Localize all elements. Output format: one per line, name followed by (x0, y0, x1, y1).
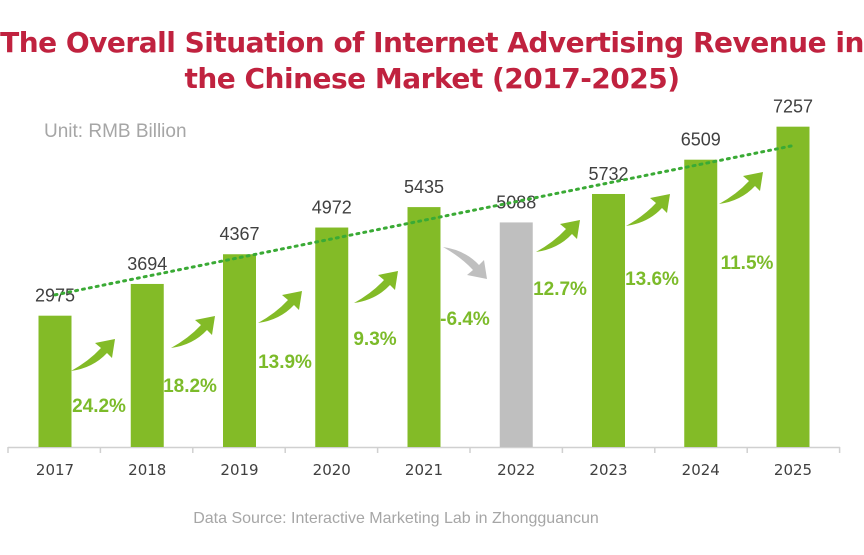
value-label: 5435 (404, 177, 444, 197)
bar-2020 (315, 227, 349, 447)
growth-label: 13.6% (625, 269, 679, 290)
bar-2021 (407, 207, 441, 447)
decrease-arrow-icon (443, 247, 487, 279)
growth-label: -6.4% (440, 309, 490, 330)
bar-2023 (592, 193, 625, 447)
data-source: Data Source: Interactive Marketing Lab i… (193, 510, 599, 527)
x-tick-label: 2018 (128, 461, 166, 479)
value-label: 6509 (681, 130, 721, 150)
growth-label: 9.3% (353, 329, 396, 350)
growth-label: 24.2% (72, 396, 126, 417)
increase-arrow-icon (71, 339, 115, 371)
bar-2024 (684, 159, 718, 447)
growth-label: 12.7% (533, 279, 587, 300)
growth-label: 18.2% (163, 376, 217, 397)
increase-arrow-icon (258, 291, 302, 323)
x-tick-label: 2024 (682, 461, 720, 479)
x-tick-label: 2022 (497, 461, 535, 479)
unit-label: Unit: RMB Billion (44, 121, 187, 142)
value-label: 4367 (219, 224, 259, 244)
x-tick-label: 2019 (220, 461, 258, 479)
bar-2019 (223, 254, 256, 447)
bar-2025 (776, 126, 810, 447)
x-tick-label: 2023 (589, 461, 627, 479)
bar-2022 (499, 222, 533, 447)
chart-title-line-1: The Overall Situation of Internet Advert… (0, 26, 864, 59)
value-label: 7257 (773, 97, 813, 117)
x-tick-label: 2021 (405, 461, 443, 479)
increase-arrow-icon (626, 194, 670, 226)
x-tick-label: 2020 (313, 461, 351, 479)
growth-label: 13.9% (258, 352, 312, 373)
growth-label: 11.5% (721, 253, 774, 274)
increase-arrow-icon (719, 172, 763, 204)
x-tick-label: 2017 (36, 461, 74, 479)
increase-arrow-icon (354, 271, 398, 303)
trendline (53, 144, 795, 297)
value-label: 4972 (312, 198, 352, 218)
chart-title-line-2: the Chinese Market (2017-2025) (184, 62, 680, 95)
increase-arrow-icon (536, 220, 580, 252)
value-label: 5732 (588, 164, 628, 184)
value-label: 3694 (127, 254, 167, 274)
chart-title: The Overall Situation of Internet Advert… (0, 25, 864, 97)
bar-2018 (130, 283, 164, 447)
bar-2017 (38, 315, 72, 447)
x-tick-label: 2025 (774, 461, 812, 479)
increase-arrow-icon (171, 316, 215, 348)
